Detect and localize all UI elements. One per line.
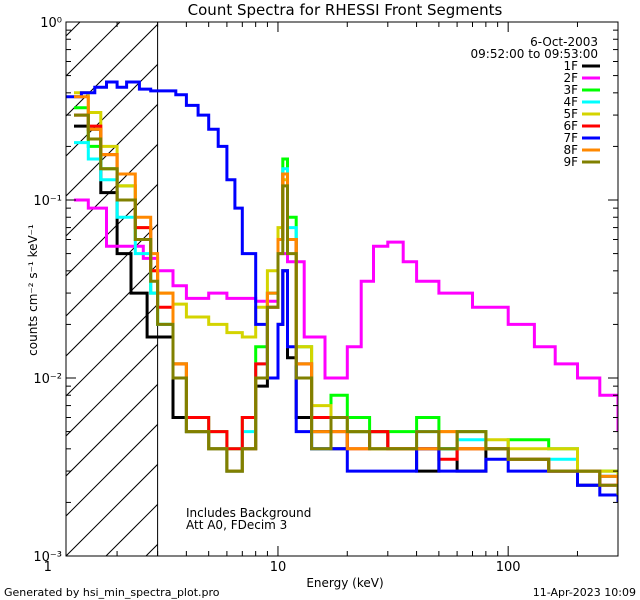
timestamp-label: 11-Apr-2023 10:09 xyxy=(533,586,636,599)
legend-label-9f: 9F xyxy=(563,155,578,169)
legend-label-6f: 6F xyxy=(563,119,578,133)
hatched-region xyxy=(66,22,640,556)
series-9f-line xyxy=(74,113,618,495)
hatch-line xyxy=(66,463,158,556)
y-tick-label: 10⁻³ xyxy=(33,550,62,565)
legend-label-3f: 3F xyxy=(563,83,578,97)
hatch-line xyxy=(66,223,158,317)
hatch-line xyxy=(66,183,158,277)
series-8f-line xyxy=(74,95,618,486)
legend-label-5f: 5F xyxy=(563,107,578,121)
hatch-line xyxy=(66,103,158,197)
time-range-label: 09:52:00 to 09:53:00 xyxy=(471,47,598,61)
y-axis-label: counts cm⁻² s⁻¹ keV⁻¹ xyxy=(26,224,40,356)
y-tick-label: 10⁻² xyxy=(33,372,62,387)
legend-label-7f: 7F xyxy=(563,131,578,145)
x-axis-label: Energy (keV) xyxy=(306,576,383,590)
hatch-line xyxy=(66,22,121,77)
date-label: 6-Oct-2003 xyxy=(530,35,598,49)
annotation-attenuator: Att A0, FDecim 3 xyxy=(186,518,287,532)
legend-label-8f: 8F xyxy=(563,143,578,157)
generated-by-label: Generated by hsi_min_spectra_plot.pro xyxy=(4,586,220,599)
annotation-background: Includes Background xyxy=(186,506,311,520)
plot-frame xyxy=(65,21,619,557)
hatch-line xyxy=(66,143,158,237)
hatch-line xyxy=(66,23,158,117)
legend-label-1f: 1F xyxy=(563,59,578,73)
axis-ticks: 1 10 100 10⁻³ 10⁻² 10⁻¹ 10⁰ xyxy=(33,16,619,575)
legend-label-2f: 2F xyxy=(563,71,578,85)
hatch-line xyxy=(66,263,158,357)
hatch-line xyxy=(66,63,158,157)
y-tick-label: 10⁻¹ xyxy=(33,194,62,209)
hatch-line xyxy=(66,343,158,437)
hatch-line xyxy=(66,22,81,37)
hatch-line xyxy=(66,383,158,477)
y-tick-label: 10⁰ xyxy=(40,16,62,31)
hatch-line xyxy=(626,22,640,556)
x-tick-label: 100 xyxy=(496,560,521,575)
x-tick-label: 1 xyxy=(44,560,52,575)
legend-label-4f: 4F xyxy=(563,95,578,109)
series-7f-line xyxy=(66,80,618,503)
x-tick-label: 10 xyxy=(270,560,287,575)
series-2f-line xyxy=(74,198,618,432)
chart-title: Count Spectra for RHESSI Front Segments xyxy=(188,1,503,19)
hatch-line xyxy=(66,423,158,517)
